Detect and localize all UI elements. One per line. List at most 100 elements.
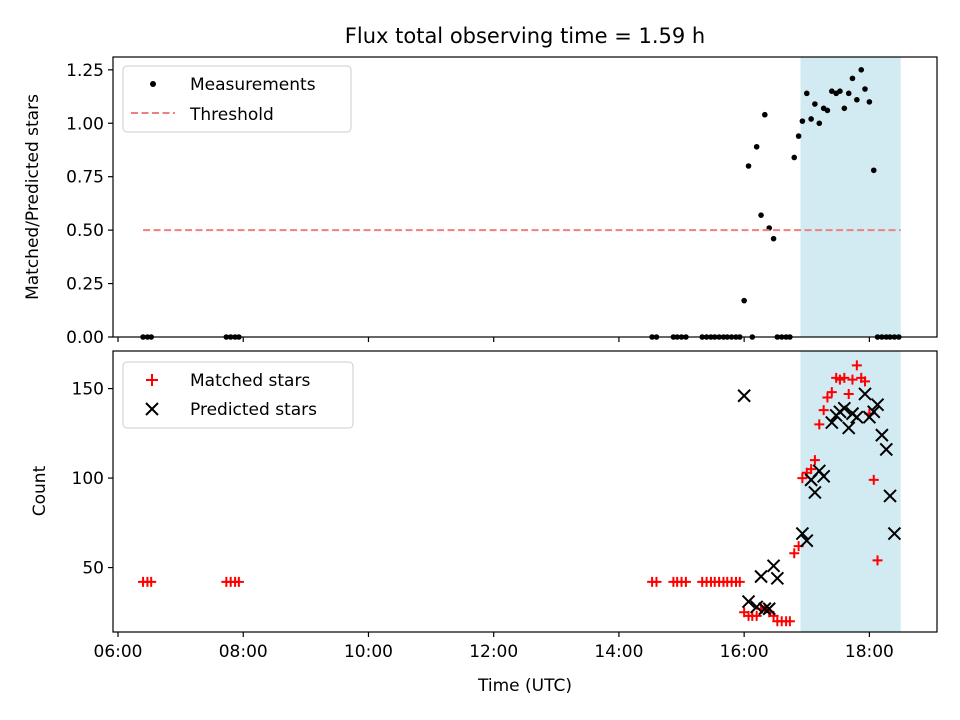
matched-star-point [784, 616, 795, 627]
bottom-panel: 50 100 150 06:00 08:00 10:00 12:00 14:00 16:00 18… [30, 350, 938, 696]
top-plot-frame [112, 56, 938, 338]
measurement-point [816, 120, 823, 127]
top-ytick-label: 0.00 [66, 328, 104, 348]
predicted-star-point [825, 415, 839, 430]
legend-predicted-label: Predicted stars [190, 400, 317, 420]
measurement-point [741, 297, 747, 304]
predicted-star-point [850, 410, 864, 424]
bottom-legend: Matched stars Predicted stars [122, 361, 354, 429]
bottom-xtick-label: 12:00 [469, 642, 518, 662]
top-panel: 0.00 0.25 0.50 0.75 1.00 1.25 Matched/Predict… [23, 56, 938, 348]
matched-star-point [839, 372, 850, 383]
measurement-point [808, 116, 814, 122]
matched-star-point [806, 464, 817, 475]
bottom-ytick-label: 150 [72, 380, 104, 400]
legend-predicted-marker [145, 402, 159, 416]
bottom-plot-area [138, 360, 902, 627]
top-ytick-label: 0.50 [66, 221, 104, 241]
top-legend-box [122, 65, 352, 133]
matched-star-point [233, 576, 244, 587]
matched-star-point [834, 374, 845, 385]
measurement-point [812, 101, 818, 107]
matched-star-point [751, 610, 762, 621]
matched-star-point [868, 474, 879, 485]
measurement-point [803, 90, 810, 97]
measurement-point [854, 96, 860, 103]
top-ytick-label: 0.75 [66, 168, 104, 188]
predicted-star-point [758, 602, 772, 616]
matched-star-point [146, 576, 157, 587]
matched-star-point [818, 405, 829, 416]
matched-star-point [859, 376, 870, 387]
top-ytick-label: 1.25 [66, 61, 104, 81]
predicted-star-point [858, 387, 872, 401]
top-y-axis-label: Matched/Predicted stars [23, 94, 43, 300]
matched-star-point [872, 555, 883, 566]
bottom-y-axis-label: Count [30, 465, 50, 516]
predicted-star-point [887, 526, 902, 541]
matched-star-point [847, 374, 858, 385]
measurement-point [758, 212, 764, 218]
top-ytick-label: 1.00 [66, 114, 104, 134]
predicted-star-point [837, 401, 852, 415]
legend-threshold-label: Threshold [189, 105, 274, 125]
measurement-point [791, 154, 798, 161]
legend-measurements-marker [150, 81, 156, 87]
measurement-point [795, 133, 802, 139]
matched-star-point [680, 576, 691, 587]
bottom-xtick-label: 08:00 [219, 642, 268, 662]
chart-title: Flux total observing time = 1.59 h [345, 24, 705, 48]
predicted-star-point [795, 526, 810, 541]
predicted-star-point [800, 534, 814, 548]
matched-star-point [797, 473, 808, 484]
predicted-star-point [749, 600, 764, 614]
top-shaded-region [800, 57, 901, 337]
bottom-axes: 50 100 150 06:00 08:00 10:00 12:00 14:00 16:00 18… [72, 380, 894, 662]
matched-star-point [826, 387, 837, 398]
bottom-xtick-label: 14:00 [594, 642, 643, 662]
measurement-point [870, 167, 877, 174]
measurement-point [837, 88, 843, 94]
top-ytick-label: 0.25 [66, 275, 104, 295]
bottom-plot-frame [112, 350, 938, 633]
measurement-point [866, 99, 873, 105]
x-axis-label: Time (UTC) [477, 676, 572, 696]
bottom-xtick-label: 18:00 [845, 642, 894, 662]
matched-star-point [814, 419, 825, 430]
measurement-point [849, 75, 856, 82]
measurement-point [824, 107, 831, 114]
legend-measurements-label: Measurements [190, 75, 316, 95]
measurement-point [745, 163, 752, 169]
predicted-star-point [737, 389, 751, 403]
predicted-star-point [808, 485, 822, 500]
matched-star-point [651, 576, 662, 587]
matched-star-point [789, 548, 800, 559]
predicted-star-point [879, 442, 893, 457]
predicted-star-point [816, 469, 831, 483]
bottom-xtick-label: 06:00 [94, 642, 143, 662]
predicted-star-point [870, 397, 885, 412]
predicted-star-point [762, 602, 776, 616]
matched-star-point [809, 455, 820, 466]
top-legend: Measurements Threshold [122, 65, 352, 133]
predicted-star-point [867, 405, 881, 419]
predicted-star-point [741, 594, 756, 609]
measurement-point [762, 111, 768, 118]
bottom-xtick-label: 10:00 [344, 642, 393, 662]
measurement-point [770, 235, 777, 242]
bottom-legend-box [122, 361, 354, 429]
matched-star-point [851, 360, 862, 371]
measurement-point [829, 88, 835, 94]
legend-matched-label: Matched stars [190, 371, 310, 391]
matched-star-point [822, 392, 833, 403]
measurement-point [845, 90, 852, 97]
matched-star-point [843, 388, 854, 399]
matched-star-point [734, 576, 745, 587]
predicted-star-point [883, 489, 897, 503]
legend-matched-marker [146, 374, 158, 386]
measurement-point [862, 86, 868, 92]
bottom-ytick-label: 50 [82, 559, 104, 579]
predicted-star-point [770, 571, 785, 586]
bottom-ytick-label: 100 [72, 469, 104, 489]
